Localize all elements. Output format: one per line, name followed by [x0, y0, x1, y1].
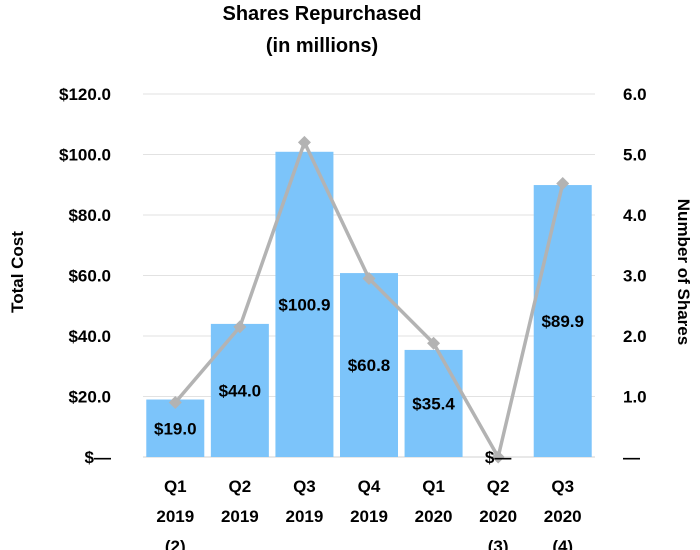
bar [404, 349, 463, 457]
category-label: (4) [552, 537, 573, 550]
left-tick-label: $100.0 [59, 146, 111, 165]
left-tick-label: $60.0 [68, 267, 111, 286]
left-tick-label: $20.0 [68, 388, 111, 407]
shares-point [556, 177, 570, 191]
left-axis-title: Total Cost [8, 231, 27, 313]
right-tick-label: 5.0 [623, 146, 647, 165]
category-label: Q4 [358, 477, 381, 496]
category-label: 2020 [544, 507, 582, 526]
bar-data-label: $35.4 [412, 394, 455, 413]
category-label: Q1 [422, 477, 445, 496]
category-label: Q3 [293, 477, 316, 496]
left-axis-ticks: $— $20.0 $40.0 $60.0 $80.0 $100.0 $120.0 [59, 85, 111, 467]
bar-data-label: $60.8 [348, 356, 391, 375]
bar-series [146, 151, 592, 458]
bar [210, 323, 269, 457]
category-label: Q2 [229, 477, 252, 496]
category-label: 2020 [479, 507, 517, 526]
left-tick-label: $— [85, 448, 111, 467]
category-label: Q1 [164, 477, 187, 496]
bar [340, 273, 398, 457]
bar-data-label: $19.0 [154, 419, 197, 438]
bar [146, 399, 205, 457]
right-axis-title: Number of Shares [674, 199, 693, 345]
bar-data-label: $— [485, 448, 511, 467]
right-tick-label: — [623, 448, 640, 467]
right-tick-label: 6.0 [623, 85, 647, 104]
chart-title-line-2: (in millions) [266, 35, 378, 57]
category-label: 2019 [221, 507, 259, 526]
shares-point [362, 272, 376, 286]
shares-point [233, 320, 247, 334]
chart-title-line-1: Shares Repurchased [223, 3, 422, 25]
shares-point [491, 450, 505, 464]
left-tick-label: $120.0 [59, 85, 111, 104]
left-tick-label: $40.0 [68, 327, 111, 346]
category-label: (3) [488, 537, 509, 550]
right-tick-label: 4.0 [623, 206, 647, 225]
left-tick-label: $80.0 [68, 206, 111, 225]
category-label: 2019 [156, 507, 194, 526]
right-tick-label: 3.0 [623, 267, 647, 286]
bar [533, 185, 592, 458]
category-label: 2020 [415, 507, 453, 526]
line-series [168, 135, 570, 464]
category-label: Q3 [551, 477, 574, 496]
bar-data-labels: $19.0 $44.0 $100.9 $60.8 $35.4 $— $89.9 [154, 295, 584, 467]
bar-data-label: $100.9 [278, 295, 330, 314]
category-label: 2019 [350, 507, 388, 526]
shares-point [427, 336, 441, 350]
right-axis-ticks: — 1.0 2.0 3.0 4.0 5.0 6.0 [623, 85, 647, 467]
category-axis: Q1 2019 (2) Q2 2019 Q3 2019 Q4 2019 Q1 2020 Q2 2020 (… [156, 477, 581, 550]
bar-data-label: $89.9 [541, 312, 584, 331]
right-tick-label: 2.0 [623, 327, 647, 346]
shares-point [297, 135, 311, 149]
shares-point [168, 396, 182, 410]
category-label: (2) [165, 537, 186, 550]
category-label: Q2 [487, 477, 510, 496]
bar-data-label: $44.0 [219, 381, 262, 400]
right-tick-label: 1.0 [623, 388, 647, 407]
category-label: 2019 [286, 507, 324, 526]
